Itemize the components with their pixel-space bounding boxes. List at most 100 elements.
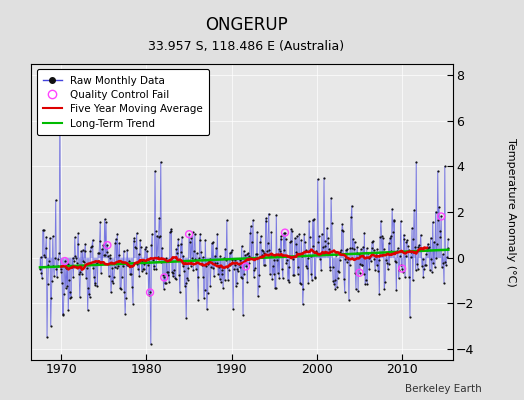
Point [221,277,229,283]
Point [357,246,365,253]
Point [56,95,64,101]
Point [143,270,151,276]
Point [179,263,187,269]
Point [226,262,234,269]
Point [117,274,126,280]
Point [242,263,250,270]
Point [335,268,343,275]
Point [147,242,156,248]
Point [261,215,270,222]
Point [65,277,73,283]
Y-axis label: Temperature Anomaly (°C): Temperature Anomaly (°C) [506,138,516,286]
Point [41,245,50,252]
Point [265,210,273,217]
Point [63,260,72,267]
Point [374,268,382,274]
Point [431,208,440,215]
Point [209,265,217,272]
Point [416,244,424,251]
Point [343,246,352,252]
Point [391,258,399,264]
Point [146,289,154,296]
Point [191,256,200,262]
Point [414,244,423,250]
Point [99,242,107,249]
Point [37,254,45,260]
Point [315,255,324,262]
Point [274,270,282,276]
Point [325,246,333,252]
Point [63,283,71,290]
Point [326,267,335,273]
Point [309,216,317,223]
Point [174,236,183,242]
Point [162,255,170,262]
Point [417,232,425,238]
Point [107,278,116,285]
Point [435,204,443,210]
Point [267,252,275,259]
Point [398,266,406,272]
Point [305,234,314,240]
Point [89,237,97,243]
Point [265,246,274,253]
Point [87,244,95,250]
Point [79,258,88,264]
Point [300,231,308,237]
Point [373,246,381,253]
Point [152,266,161,272]
Point [199,274,208,280]
Point [151,228,160,234]
Point [244,250,252,257]
Point [188,254,196,261]
Point [61,258,69,264]
Point [50,273,58,279]
Point [379,246,388,252]
Point [38,275,46,282]
Point [195,255,203,261]
Point [196,230,205,237]
Point [123,246,132,253]
Point [82,274,90,281]
Point [45,261,53,268]
Point [51,197,60,203]
Point [89,264,97,271]
Point [228,257,237,263]
Point [299,301,307,308]
Point [230,266,238,272]
Point [253,228,261,235]
Point [213,230,222,237]
Point [92,261,100,268]
Point [69,274,78,281]
Point [91,282,99,288]
Point [429,219,437,225]
Point [429,260,438,266]
Point [400,236,408,242]
Point [202,263,210,270]
Point [222,257,230,263]
Point [250,267,259,274]
Point [145,259,154,265]
Point [406,314,414,320]
Point [281,230,289,236]
Point [113,230,122,237]
Point [411,244,419,250]
Point [59,312,67,319]
Point [428,269,436,275]
Point [170,266,178,273]
Point [173,242,182,248]
Point [407,249,416,255]
Point [106,255,114,262]
Point [294,263,303,270]
Point [249,217,257,224]
Point [434,217,443,223]
Point [255,271,264,278]
Point [301,239,309,245]
Point [431,264,439,271]
Point [346,245,354,252]
Point [389,216,398,223]
Point [58,280,66,286]
Point [337,246,345,253]
Text: Berkeley Earth: Berkeley Earth [406,384,482,394]
Point [75,294,84,300]
